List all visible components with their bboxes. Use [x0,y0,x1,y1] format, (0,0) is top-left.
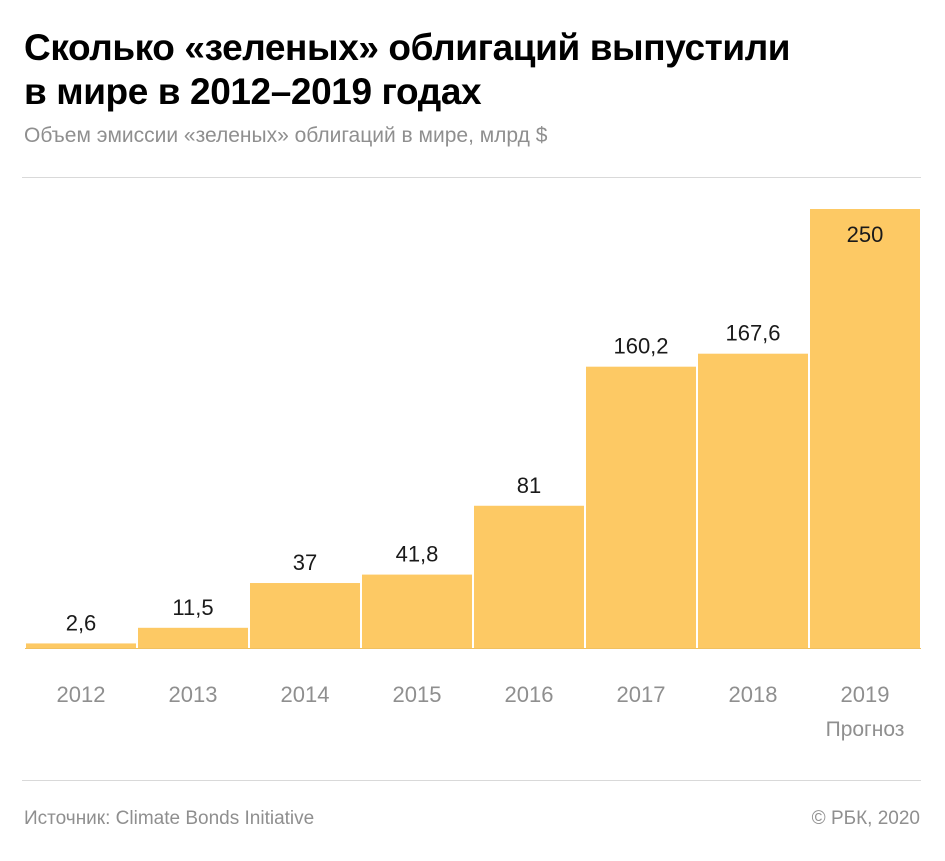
x-tick-label-2019: 2019 [841,682,890,707]
value-label-2019: 250 [847,222,884,247]
x-tick-label-2012: 2012 [57,682,106,707]
bar-2015 [362,574,472,648]
bar-2018 [698,353,808,648]
value-label-2017: 160,2 [613,334,668,359]
x-tick-label-2016: 2016 [505,682,554,707]
bar-2017 [586,366,696,648]
bar-2019 [810,209,920,648]
copyright-note: © РБК, 2020 [811,808,920,829]
source-note: Источник: Climate Bonds Initiative [24,808,315,829]
bar-2012 [26,643,136,648]
x-tick-label-2013: 2013 [169,682,218,707]
x-tick-label-2015: 2015 [393,682,442,707]
value-label-2014: 37 [293,550,317,575]
bar-chart: 2,6 2012 11,5 2013 37 2014 41,8 2015 81 2016 160,2… [25,209,921,741]
value-label-2015: 41,8 [396,542,439,567]
bottom-divider [22,780,921,781]
x-tick-label-2018: 2018 [729,682,778,707]
value-label-2012: 2,6 [66,610,97,635]
bar-2014 [250,583,360,648]
bar-2016 [474,505,584,648]
value-label-2018: 167,6 [725,321,780,346]
x-tick-note-2019: Прогноз [826,718,905,741]
x-tick-label-2017: 2017 [617,682,666,707]
chart-title: Сколько «зеленых» облигаций выпустили в … [24,26,924,114]
value-label-2013: 11,5 [172,595,213,620]
x-tick-label-2014: 2014 [281,682,330,707]
value-label-2016: 81 [517,473,541,498]
chart-subtitle: Объем эмиссии «зеленых» облигаций в мире… [24,124,548,147]
title-line-2: в мире в 2012–2019 годах [24,71,482,112]
title-line-1: Сколько «зеленых» облигаций выпустили [24,27,791,68]
top-divider [22,177,921,178]
bar-2013 [138,627,248,648]
